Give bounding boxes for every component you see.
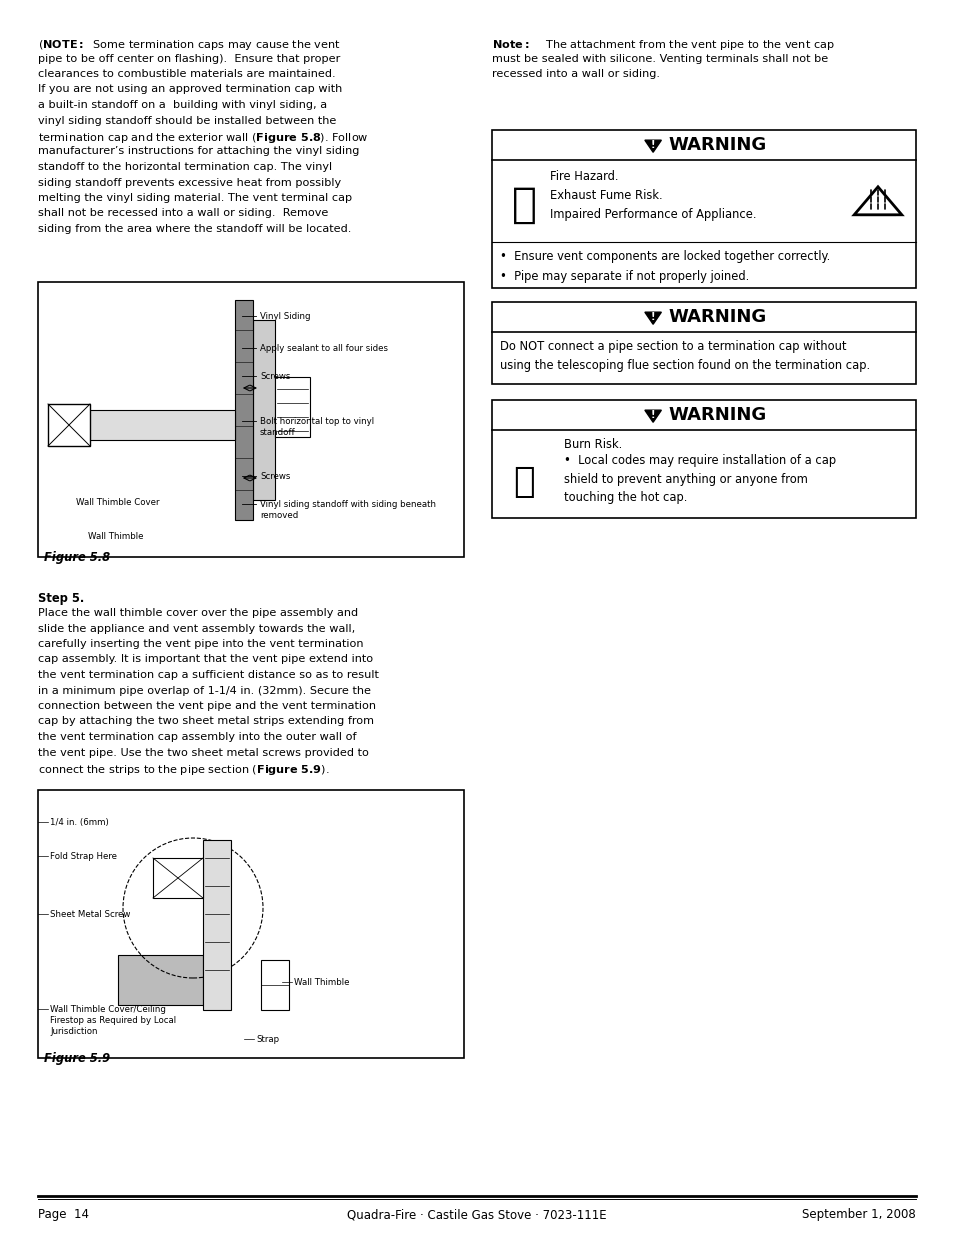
Bar (152, 858, 203, 898)
Text: !: ! (650, 410, 655, 420)
Text: slide the appliance and vent assembly towards the wall,: slide the appliance and vent assembly to… (38, 624, 355, 634)
Text: Vinyl Siding: Vinyl Siding (260, 312, 310, 321)
Text: •  Ensure vent components are locked together correctly.
•  Pipe may separate if: • Ensure vent components are locked toge… (499, 249, 829, 283)
Text: Screws: Screws (260, 472, 290, 480)
Bar (492, 130, 915, 288)
Text: !: ! (650, 140, 655, 149)
Text: September 1, 2008: September 1, 2008 (801, 1208, 915, 1221)
Text: connect the strips to the pipe section ($\bf{Figure\ 5.9}$).: connect the strips to the pipe section (… (38, 763, 329, 777)
Text: WARNING: WARNING (667, 136, 765, 154)
Text: Page  14: Page 14 (38, 1208, 89, 1221)
Text: Screws: Screws (260, 372, 290, 382)
Bar (261, 960, 289, 1010)
Polygon shape (644, 140, 660, 152)
Bar (492, 400, 915, 517)
Text: siding standoff prevents excessive heat from possibly: siding standoff prevents excessive heat … (38, 178, 341, 188)
Polygon shape (644, 312, 660, 325)
Bar (274, 377, 310, 437)
Text: shall not be recessed into a wall or siding.  Remove: shall not be recessed into a wall or sid… (38, 209, 328, 219)
Text: melting the vinyl siding material. The vent terminal cap: melting the vinyl siding material. The v… (38, 193, 352, 203)
Bar (38, 790, 463, 1058)
Text: If you are not using an approved termination cap with: If you are not using an approved termina… (38, 84, 342, 95)
Text: the vent termination cap a sufficient distance so as to result: the vent termination cap a sufficient di… (38, 671, 378, 680)
Bar (118, 955, 203, 1005)
Text: Wall Thimble Cover: Wall Thimble Cover (76, 498, 159, 508)
Text: •  Local codes may require installation of a cap
shield to prevent anything or a: • Local codes may require installation o… (563, 454, 835, 504)
Bar (492, 303, 915, 384)
Bar (203, 840, 231, 1010)
Bar (48, 404, 90, 446)
Text: Burn Risk.: Burn Risk. (563, 438, 621, 451)
Text: manufacturer’s instructions for attaching the vinyl siding: manufacturer’s instructions for attachin… (38, 147, 359, 157)
Text: cap assembly. It is important that the vent pipe extend into: cap assembly. It is important that the v… (38, 655, 373, 664)
Text: Apply sealant to all four sides: Apply sealant to all four sides (260, 345, 388, 353)
Text: Sheet Metal Screw: Sheet Metal Screw (50, 910, 131, 919)
Text: vinyl siding standoff should be installed between the: vinyl siding standoff should be installe… (38, 116, 336, 126)
Text: cap by attaching the two sheet metal strips extending from: cap by attaching the two sheet metal str… (38, 716, 374, 726)
Text: in a minimum pipe overlap of 1-1/4 in. (32mm). Secure the: in a minimum pipe overlap of 1-1/4 in. (… (38, 685, 371, 695)
Bar (234, 300, 253, 520)
Bar (38, 282, 463, 557)
Text: the vent termination cap assembly into the outer wall of: the vent termination cap assembly into t… (38, 732, 356, 742)
Text: pipe to be off center on flashing).  Ensure that proper: pipe to be off center on flashing). Ensu… (38, 53, 340, 63)
Text: clearances to combustible materials are maintained.: clearances to combustible materials are … (38, 69, 335, 79)
Text: termination cap and the exterior wall ($\bf{Figure\ 5.8}$). Follow: termination cap and the exterior wall ($… (38, 131, 368, 144)
Text: Wall Thimble: Wall Thimble (88, 532, 143, 541)
Text: Figure 5.9: Figure 5.9 (44, 1052, 110, 1065)
Text: recessed into a wall or siding.: recessed into a wall or siding. (492, 69, 659, 79)
Text: Strap: Strap (255, 1035, 279, 1044)
Text: Place the wall thimble cover over the pipe assembly and: Place the wall thimble cover over the pi… (38, 608, 357, 618)
Polygon shape (644, 410, 660, 422)
Text: 🖐: 🖐 (513, 466, 535, 499)
Text: Wall Thimble: Wall Thimble (294, 978, 349, 987)
Text: Step 5.: Step 5. (38, 592, 84, 605)
Text: the vent pipe. Use the two sheet metal screws provided to: the vent pipe. Use the two sheet metal s… (38, 747, 369, 757)
Text: ($\bf{NOTE:}$  Some termination caps may cause the vent: ($\bf{NOTE:}$ Some termination caps may … (38, 38, 340, 52)
Text: Do NOT connect a pipe section to a termination cap without
using the telescoping: Do NOT connect a pipe section to a termi… (499, 340, 869, 372)
Bar (58, 410, 234, 440)
Text: 🔥: 🔥 (511, 184, 536, 226)
Text: !: ! (650, 312, 655, 322)
Text: carefully inserting the vent pipe into the vent termination: carefully inserting the vent pipe into t… (38, 638, 363, 650)
Text: connection between the vent pipe and the vent termination: connection between the vent pipe and the… (38, 701, 375, 711)
Text: standoff to the horizontal termination cap. The vinyl: standoff to the horizontal termination c… (38, 162, 332, 172)
Text: Figure 5.8: Figure 5.8 (44, 551, 110, 564)
Text: a built-in standoff on a  building with vinyl siding, a: a built-in standoff on a building with v… (38, 100, 327, 110)
Text: siding from the area where the standoff will be located.: siding from the area where the standoff … (38, 224, 351, 233)
Text: Wall Thimble Cover/Ceiling
Firestop as Required by Local
Jurisdiction: Wall Thimble Cover/Ceiling Firestop as R… (50, 1005, 176, 1036)
Text: $\bf{Note:}$    The attachment from the vent pipe to the vent cap: $\bf{Note:}$ The attachment from the ven… (492, 38, 834, 52)
Bar (253, 320, 274, 500)
Text: Quadra-Fire · Castile Gas Stove · 7023-111E: Quadra-Fire · Castile Gas Stove · 7023-1… (347, 1208, 606, 1221)
Text: WARNING: WARNING (667, 308, 765, 326)
Text: Fold Strap Here: Fold Strap Here (50, 852, 117, 861)
Text: Fire Hazard.
Exhaust Fume Risk.
Impaired Performance of Appliance.: Fire Hazard. Exhaust Fume Risk. Impaired… (550, 170, 756, 221)
Text: must be sealed with silicone. Venting terminals shall not be: must be sealed with silicone. Venting te… (492, 53, 827, 63)
Text: Vinyl siding standoff with siding beneath
removed: Vinyl siding standoff with siding beneat… (260, 500, 436, 520)
Text: Bolt horizontal top to vinyl
standoff: Bolt horizontal top to vinyl standoff (260, 417, 374, 437)
Text: 1/4 in. (6mm): 1/4 in. (6mm) (50, 818, 109, 827)
Text: WARNING: WARNING (667, 406, 765, 424)
